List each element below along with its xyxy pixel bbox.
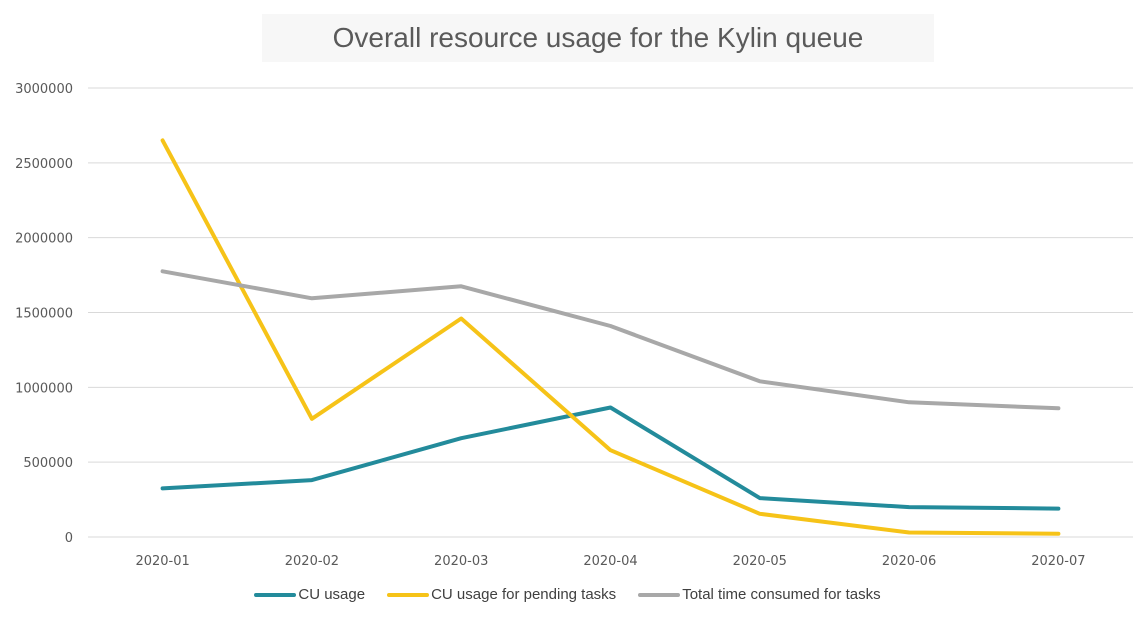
chart-title: Overall resource usage for the Kylin que… bbox=[332, 22, 864, 53]
series-line-1 bbox=[160, 405, 1061, 511]
y-axis-ticks: 0 500000 1000000 1500000 2000000 2500000 30000… bbox=[15, 82, 73, 546]
series-lines bbox=[160, 138, 1061, 536]
legend-item-cu-usage: CU usage bbox=[254, 586, 365, 603]
x-tick-label: 2020-07 bbox=[1031, 554, 1085, 569]
legend-item-total-time: Total time consumed for tasks bbox=[638, 586, 881, 603]
series-line-2 bbox=[160, 138, 1061, 536]
legend-label: Total time consumed for tasks bbox=[682, 586, 881, 603]
y-tick-label: 2500000 bbox=[15, 157, 73, 172]
legend: CU usage CU usage for pending tasks Tota… bbox=[0, 586, 1135, 603]
y-tick-label: 1500000 bbox=[15, 307, 73, 322]
legend-label: CU usage bbox=[298, 586, 366, 603]
x-tick-label: 2020-05 bbox=[733, 554, 787, 569]
legend-swatch bbox=[387, 592, 430, 597]
y-tick-label: 3000000 bbox=[15, 82, 73, 97]
legend-swatch bbox=[638, 592, 681, 597]
x-tick-label: 2020-03 bbox=[434, 554, 488, 569]
x-tick-label: 2020-01 bbox=[135, 554, 189, 569]
legend-item-cu-usage-pending: CU usage for pending tasks bbox=[387, 586, 616, 603]
y-tick-label: 2000000 bbox=[15, 232, 73, 247]
series-line-3 bbox=[160, 269, 1061, 411]
x-axis-ticks: 2020-01 2020-02 2020-03 2020-04 2020-05 2020-… bbox=[135, 554, 1085, 569]
legend-swatch bbox=[254, 592, 297, 597]
legend-label: CU usage for pending tasks bbox=[431, 586, 617, 603]
y-tick-label: 500000 bbox=[23, 456, 73, 471]
y-tick-label: 1000000 bbox=[15, 381, 73, 396]
gridlines bbox=[88, 87, 1133, 538]
x-tick-label: 2020-04 bbox=[583, 554, 637, 569]
y-tick-label: 0 bbox=[65, 531, 73, 546]
chart-title-box: Overall resource usage for the Kylin que… bbox=[262, 14, 934, 62]
x-tick-label: 2020-02 bbox=[285, 554, 339, 569]
x-tick-label: 2020-06 bbox=[882, 554, 936, 569]
